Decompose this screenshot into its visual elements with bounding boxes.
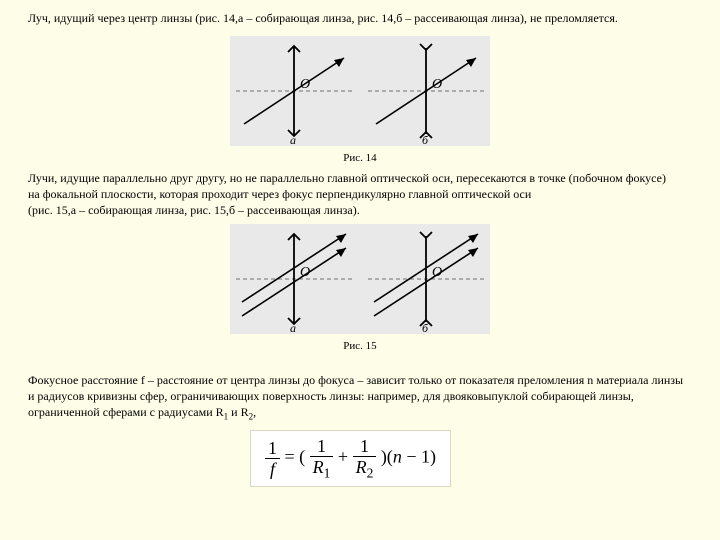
formula-eq: = (	[285, 447, 306, 467]
formula-t2-num: 1	[353, 437, 377, 457]
paragraph-2b: на фокальной плоскости, которая проходит…	[28, 187, 531, 201]
figure-14-diagram: O а O б	[230, 36, 490, 146]
figure-15-caption: Рис. 15	[230, 340, 490, 352]
paragraph-1: Луч, идущий через центр линзы (рис. 14,а…	[28, 10, 708, 26]
figure-14: O а O б Рис. 14	[230, 36, 490, 164]
formula-t1-den: R1	[310, 457, 334, 480]
formula-t1-frac: 1 R1	[310, 437, 334, 480]
paragraph-2: Лучи, идущие параллельно друг другу, но …	[28, 170, 708, 219]
paragraph-3a: Фокусное расстояние f – расстояние от це…	[28, 373, 683, 387]
paragraph-3c-prefix: ограниченной сферами с радиусами R	[28, 405, 224, 419]
formula-minus1: − 1)	[402, 447, 436, 467]
figure-14-caption: Рис. 14	[230, 152, 490, 164]
paragraph-3: Фокусное расстояние f – расстояние от це…	[28, 372, 718, 423]
figure-14-o-right: O	[432, 77, 442, 92]
formula-close: )(	[381, 447, 393, 467]
paragraph-3b: и радиусов кривизны сфер, ограничивающих…	[28, 389, 634, 403]
figure-15-o-left: O	[300, 265, 310, 280]
formula-plus: +	[338, 447, 353, 467]
paragraph-2a: Лучи, идущие параллельно друг другу, но …	[28, 171, 666, 185]
formula-t1-num: 1	[310, 437, 334, 457]
formula-lhs-num: 1	[265, 439, 280, 459]
figure-15-diagram: O а O б	[230, 224, 490, 334]
formula-n: n	[393, 447, 402, 467]
figure-15: O а O б Рис. 15	[230, 224, 490, 352]
formula-lens: 1 f = ( 1 R1 + 1 R2 )(n − 1)	[250, 430, 451, 487]
figure-15-o-right: O	[432, 265, 442, 280]
figure-14-o-left: O	[300, 77, 310, 92]
figure-14-label-a: а	[290, 133, 296, 146]
formula-lhs-frac: 1 f	[265, 439, 280, 478]
figure-15-label-b: б	[422, 321, 429, 334]
formula-lhs-den: f	[265, 459, 280, 478]
formula-t2-frac: 1 R2	[353, 437, 377, 480]
figure-15-label-a: а	[290, 321, 296, 334]
paragraph-2c: (рис. 15,а – собирающая линза, рис. 15,б…	[28, 203, 360, 217]
paragraph-3c-mid: и R	[228, 405, 248, 419]
formula-t2-den: R2	[353, 457, 377, 480]
paragraph-3c-suffix: ,	[253, 405, 256, 419]
figure-14-label-b: б	[422, 133, 429, 146]
